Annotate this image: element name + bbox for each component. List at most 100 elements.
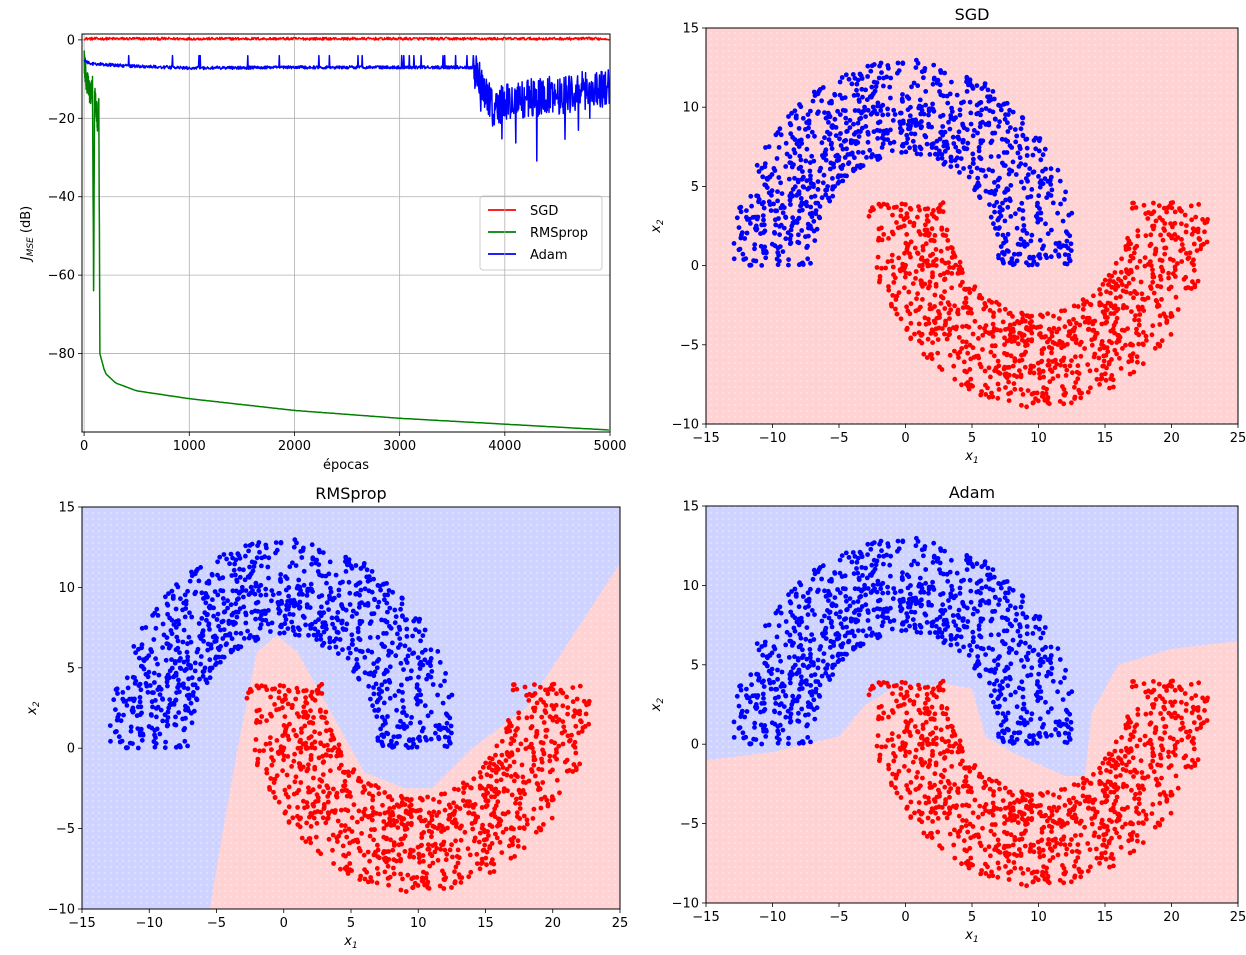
scatter-point — [455, 860, 461, 866]
scatter-point — [978, 364, 984, 370]
scatter-point — [342, 783, 348, 788]
scatter-point — [963, 339, 969, 345]
scatter-point — [398, 660, 404, 666]
scatter-point — [307, 622, 313, 628]
scatter-point — [896, 290, 902, 295]
scatter-point — [572, 739, 578, 745]
scatter-point — [1141, 308, 1147, 313]
scatter-point — [137, 681, 143, 687]
scatter-point — [1024, 738, 1029, 744]
scatter-point — [1017, 633, 1023, 639]
scatter-point — [1127, 371, 1133, 377]
scatter-point — [808, 108, 813, 114]
scatter-point — [1005, 231, 1011, 237]
scatter-point — [452, 869, 457, 875]
scatter-point — [1035, 219, 1041, 225]
scatter-point — [495, 823, 500, 829]
scatter-point — [355, 819, 360, 825]
scatter-point — [1000, 711, 1006, 716]
scatter-point — [357, 601, 363, 607]
scatter-point — [433, 723, 439, 729]
scatter-point — [1185, 285, 1191, 290]
scatter-point — [279, 622, 284, 628]
scatter-point — [570, 699, 576, 705]
scatter-point — [184, 693, 190, 698]
scatter-point — [904, 611, 910, 616]
scatter-point — [319, 593, 325, 598]
scatter-point — [942, 322, 948, 328]
scatter-point — [523, 780, 529, 785]
scatter-point — [440, 868, 445, 874]
scatter-point — [586, 698, 592, 704]
scatter-point — [1007, 196, 1012, 202]
scatter-point — [429, 817, 435, 823]
scatter-point — [839, 75, 845, 80]
scatter-point — [961, 166, 966, 171]
scatter-point — [1075, 363, 1081, 369]
scatter-point — [233, 572, 238, 578]
scatter-point — [230, 555, 236, 561]
scatter-point — [788, 160, 794, 166]
scatter-point — [908, 609, 914, 615]
scatter-point — [175, 638, 181, 644]
scatter-point — [428, 663, 433, 669]
scatter-point — [968, 382, 974, 388]
scatter-point — [891, 139, 897, 145]
scatter-point — [549, 794, 555, 800]
scatter-point — [416, 674, 421, 680]
scatter-point — [976, 145, 982, 150]
scatter-point — [942, 306, 948, 311]
scatter-point — [1108, 301, 1113, 306]
scatter-point — [188, 710, 194, 716]
scatter-point — [454, 824, 459, 829]
scatter-point — [1005, 204, 1011, 210]
scatter-point — [991, 326, 997, 331]
scatter-point — [1179, 221, 1184, 227]
scatter-point — [565, 705, 571, 710]
scatter-point — [254, 718, 260, 723]
scatter-point — [749, 203, 754, 209]
scatter-point — [1118, 269, 1124, 275]
scatter-point — [336, 587, 342, 593]
scatter-point — [1038, 635, 1044, 641]
scatter-point — [367, 671, 373, 677]
scatter-point — [191, 690, 196, 695]
scatter-point — [282, 787, 288, 793]
scatter-point — [908, 131, 914, 137]
scatter-point — [874, 558, 880, 564]
scatter-point — [374, 714, 380, 719]
scatter-point — [372, 669, 378, 675]
scatter-point — [1189, 217, 1195, 223]
scatter-point — [941, 161, 947, 167]
scatter-point — [910, 617, 916, 622]
scatter-point — [789, 643, 795, 648]
scatter-point — [786, 114, 791, 119]
scatter-point — [483, 855, 489, 861]
scatter-point — [970, 133, 976, 139]
scatter-point — [401, 667, 406, 672]
scatter-point — [1025, 172, 1031, 178]
scatter-point — [959, 346, 965, 351]
scatter-point — [773, 222, 779, 228]
scatter-point — [121, 712, 126, 718]
scatter-point — [954, 570, 960, 576]
scatter-point — [997, 204, 1003, 210]
scatter-point — [382, 618, 388, 623]
scatter-point — [315, 629, 321, 635]
scatter-point — [864, 575, 870, 581]
scatter-point — [741, 735, 747, 741]
scatter-point — [881, 83, 886, 89]
scatter-point — [801, 174, 806, 180]
scatter-point — [1129, 205, 1135, 211]
scatter-point — [173, 606, 179, 612]
scatter-point — [146, 724, 152, 729]
scatter-point — [867, 626, 873, 631]
scatter-point — [572, 708, 578, 714]
scatter-point — [289, 705, 295, 711]
scatter-point — [490, 857, 495, 863]
scatter-point — [209, 571, 215, 577]
scatter-point — [517, 816, 523, 821]
scatter-point — [1097, 382, 1102, 387]
scatter-point — [1129, 355, 1134, 360]
scatter-point — [975, 658, 981, 664]
